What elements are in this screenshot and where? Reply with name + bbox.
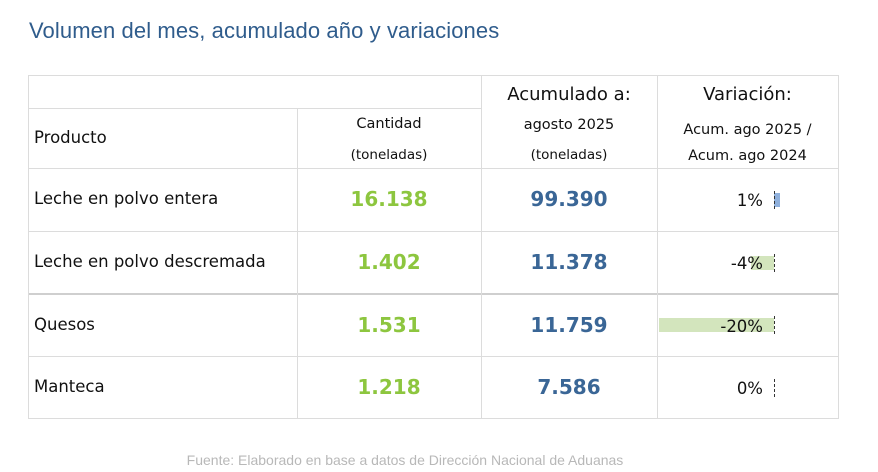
row-1-variation-bar [774,193,780,207]
header-cantidad-unit: (toneladas) [350,147,428,163]
header-acumulado-period: agosto 2025 [523,117,615,133]
row-3-producto: Quesos [34,315,95,334]
row-3-variacion: -20% [720,317,763,336]
header-producto: Producto [34,128,107,147]
row-4-variation-axis [774,379,775,397]
row-3-variation-axis [774,316,775,334]
header-acumulado-unit: (toneladas) [530,147,608,163]
data-table: Producto Cantidad (toneladas) Acumulado … [28,75,839,419]
row-1-cantidad: 16.138 [350,187,428,211]
row-4-acumulado: 7.586 [537,375,601,399]
header-variacion: Variación: [703,84,792,105]
row-2-variation-axis [774,254,775,272]
row-2-variacion: -4% [730,254,763,273]
header-cantidad: Cantidad [356,116,422,132]
row-3-acumulado: 11.759 [530,313,608,337]
row-3-cantidad: 1.531 [357,313,421,337]
page-title: Volumen del mes, acumulado año y variaci… [29,18,500,43]
row-2-variation-bar [751,256,774,270]
row-1-producto: Leche en polvo entera [34,189,219,208]
row-4-producto: Manteca [34,377,105,396]
row-2-producto: Leche en polvo descremada [34,252,266,271]
row-3-variation-bar [659,318,774,332]
row-2-cantidad: 1.402 [357,250,421,274]
header-variacion-line2: Acum. ago 2024 [688,148,807,164]
source-note: Fuente: Elaborado en base a datos de Dir… [186,452,624,468]
row-1-variation-axis [774,191,775,209]
header-variacion-line1: Acum. ago 2025 / [683,122,812,138]
header-acumulado: Acumulado a: [507,84,631,105]
row-4-cantidad: 1.218 [357,375,421,399]
row-4-variacion: 0% [736,379,763,398]
row-1-variacion: 1% [736,191,763,210]
row-2-acumulado: 11.378 [530,250,608,274]
row-1-acumulado: 99.390 [530,187,608,211]
